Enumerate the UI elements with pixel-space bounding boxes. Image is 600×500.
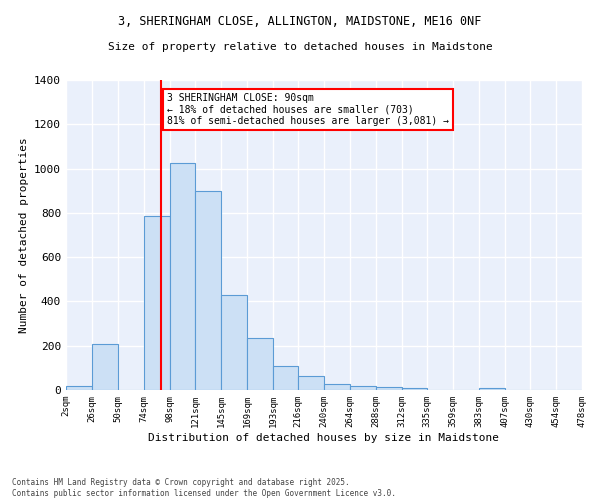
Bar [170,163,195,390]
Y-axis label: Number of detached properties: Number of detached properties [19,137,29,333]
Bar [92,344,118,390]
Bar [247,338,273,390]
Bar [298,376,324,390]
Text: 3, SHERINGHAM CLOSE, ALLINGTON, MAIDSTONE, ME16 0NF: 3, SHERINGHAM CLOSE, ALLINGTON, MAIDSTON… [118,15,482,28]
Bar [273,366,298,390]
Bar [376,386,402,390]
Bar [221,295,247,390]
Bar [350,386,376,390]
Bar [144,216,170,390]
Bar [195,190,221,390]
Bar [324,384,350,390]
Text: 3 SHERINGHAM CLOSE: 90sqm
← 18% of detached houses are smaller (703)
81% of semi: 3 SHERINGHAM CLOSE: 90sqm ← 18% of detac… [167,94,449,126]
Text: Contains HM Land Registry data © Crown copyright and database right 2025.
Contai: Contains HM Land Registry data © Crown c… [12,478,396,498]
X-axis label: Distribution of detached houses by size in Maidstone: Distribution of detached houses by size … [149,432,499,442]
Text: Size of property relative to detached houses in Maidstone: Size of property relative to detached ho… [107,42,493,52]
Bar [66,386,92,390]
Bar [402,388,427,390]
Bar [479,388,505,390]
